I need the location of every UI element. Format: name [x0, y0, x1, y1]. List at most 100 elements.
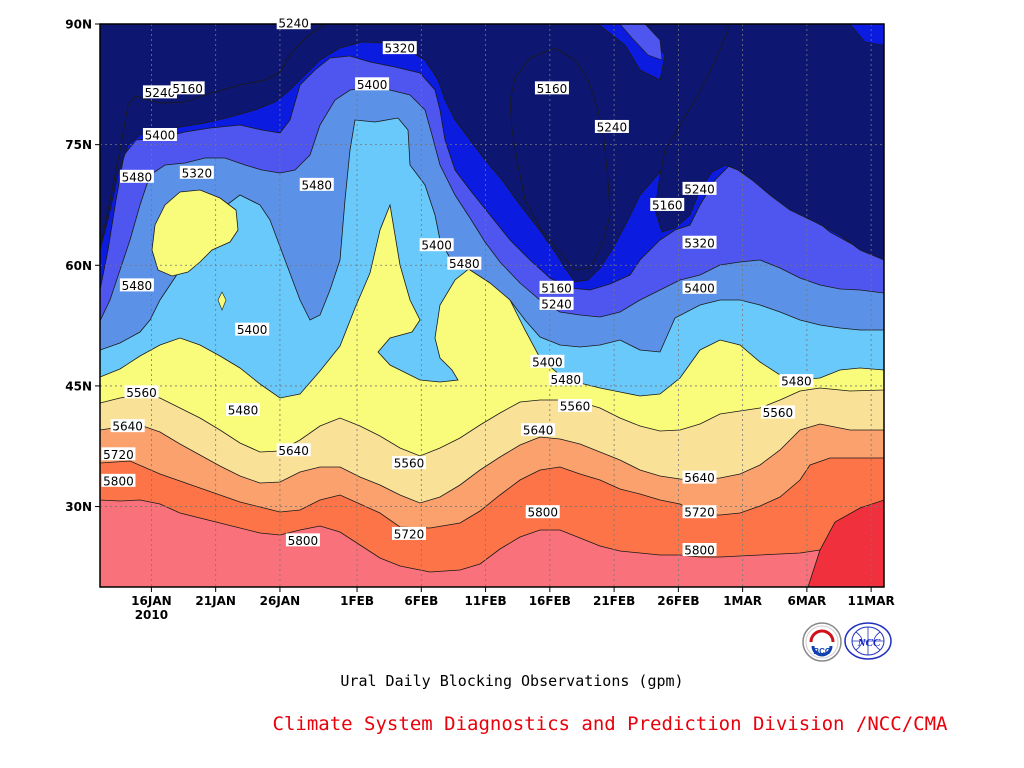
ncc-logo: NCC — [844, 622, 892, 660]
contour-label: 5480 — [119, 278, 154, 293]
contour-label: 5480 — [779, 374, 814, 389]
contour-label-text: 5480 — [228, 404, 259, 418]
contour-label-text: 5320 — [384, 42, 415, 56]
contour-label: 5640 — [682, 470, 717, 485]
contour-band-5160-nw — [100, 24, 326, 251]
contour-label: 5320 — [179, 165, 214, 180]
contour-label-text: 5480 — [122, 279, 153, 293]
y-tick-label: 75N — [65, 138, 92, 152]
contour-label-text: 5720 — [394, 527, 425, 541]
contour-label: 5400 — [530, 354, 565, 369]
contour-label-text: 5560 — [126, 386, 157, 400]
contour-label: 5400 — [682, 280, 717, 295]
contour-label: 5160 — [650, 197, 685, 212]
contour-band-5160-east — [654, 24, 884, 261]
contour-island-5240-ne — [849, 24, 884, 46]
contour-label: 5240 — [594, 119, 629, 134]
contour-label-text: 5560 — [763, 406, 794, 420]
contour-label-text: 5160 — [652, 198, 683, 212]
contour-label: 5720 — [101, 447, 136, 462]
contour-label-text: 5400 — [684, 281, 715, 295]
contour-label: 5400 — [355, 77, 390, 92]
svg-text:BCC: BCC — [813, 647, 831, 656]
contour-label-text: 5240 — [597, 120, 628, 134]
contour-label-text: 5400 — [145, 128, 176, 142]
contour-label-text: 5800 — [527, 506, 558, 520]
x-tick-label: 6MAR — [787, 594, 826, 608]
contour-band-5160-center — [509, 47, 611, 271]
contour-label: 5800 — [101, 473, 136, 488]
x-tick-label: 21FEB — [593, 594, 635, 608]
contour-label: 5720 — [682, 505, 717, 520]
contour-label: 5160 — [170, 81, 205, 96]
contour-island-5480-jan — [151, 189, 239, 277]
y-tick-label: 45N — [65, 379, 92, 393]
contour-label: 5800 — [525, 505, 560, 520]
contour-label: 5560 — [558, 399, 593, 414]
contour-band-above-5880 — [807, 499, 884, 587]
contour-label-text: 5160 — [537, 82, 568, 96]
y-tick-label: 90N — [65, 18, 92, 32]
contour-label-text: 5800 — [684, 544, 715, 558]
x-tick-label: 21JAN — [195, 594, 236, 608]
contour-label-text: 5480 — [551, 373, 582, 387]
contour-label-text: 5560 — [560, 400, 591, 414]
contour-label: 5640 — [521, 423, 556, 438]
contour-label-text: 5800 — [103, 474, 134, 488]
contour-label-text: 5480 — [301, 178, 332, 192]
contour-label-text: 5160 — [172, 82, 203, 96]
contour-label-text: 5720 — [103, 448, 134, 462]
contour-label: 5160 — [534, 81, 569, 96]
credit-line: Climate System Diagnostics and Predictio… — [272, 713, 948, 735]
contour-label: 5480 — [119, 169, 154, 184]
contour-label: 5480 — [225, 403, 260, 418]
contour-label-text: 5400 — [357, 78, 388, 92]
contour-label-text: 5720 — [684, 506, 715, 520]
contour-label-text: 5160 — [541, 281, 572, 295]
logo-group: BCC NCC — [802, 622, 892, 662]
contour-label-text: 5320 — [182, 166, 213, 180]
contour-label-text: 5480 — [781, 375, 812, 389]
contour-label-text: 5240 — [145, 86, 176, 100]
contour-label: 5480 — [548, 372, 583, 387]
contour-label: 5320 — [382, 41, 417, 56]
x-tick-label: 16JAN — [131, 594, 172, 608]
contour-label-text: 5800 — [288, 534, 319, 548]
contour-label-text: 5640 — [278, 444, 309, 458]
contour-label: 5400 — [235, 322, 270, 337]
contour-label-text: 5560 — [394, 457, 425, 471]
contour-label: 5480 — [447, 256, 482, 271]
contour-label: 5560 — [391, 456, 426, 471]
contour-label: 5400 — [142, 127, 177, 142]
contour-label-text: 5400 — [532, 355, 563, 369]
contour-label: 5640 — [276, 443, 311, 458]
contour-label: 5720 — [391, 526, 426, 541]
contour-label-text: 5240 — [684, 182, 715, 196]
contour-label-text: 5240 — [278, 17, 309, 31]
contour-label: 5400 — [419, 238, 454, 253]
contour-label: 5160 — [539, 280, 574, 295]
contour-label: 5480 — [299, 177, 334, 192]
x-tick-label: 1FEB — [340, 594, 374, 608]
contour-label: 5800 — [285, 533, 320, 548]
x-tick-label: 2010 — [135, 608, 168, 622]
contour-label-text: 5640 — [523, 424, 554, 438]
contour-label-text: 5400 — [421, 239, 452, 253]
contour-label: 5240 — [539, 296, 574, 311]
x-tick-label: 1MAR — [723, 594, 762, 608]
contour-label: 5240 — [142, 85, 177, 100]
contour-label: 5560 — [124, 385, 159, 400]
x-tick-label: 26FEB — [657, 594, 699, 608]
x-tick-label: 11FEB — [464, 594, 506, 608]
x-tick-label: 26JAN — [260, 594, 301, 608]
contour-label-text: 5480 — [122, 170, 153, 184]
contour-label-text: 5480 — [449, 257, 480, 271]
contour-label: 5240 — [276, 16, 311, 31]
bcc-logo: BCC — [802, 622, 842, 662]
contour-label-text: 5320 — [684, 236, 715, 250]
plot-frame — [99, 23, 885, 588]
contour-label: 5800 — [682, 543, 717, 558]
